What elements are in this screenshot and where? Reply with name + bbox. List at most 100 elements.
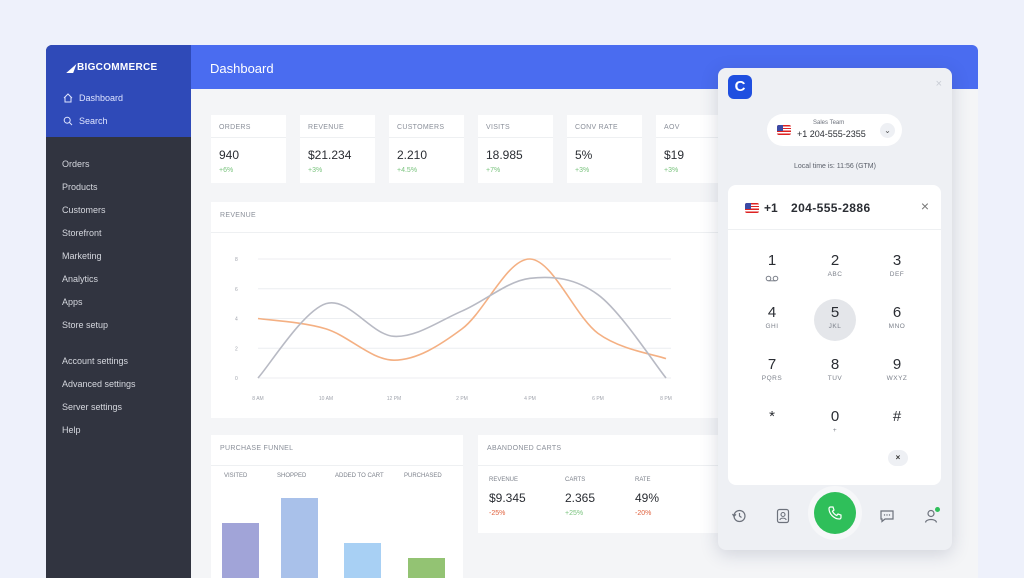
divider [211, 232, 721, 233]
stat-value: $19 [664, 148, 685, 162]
key-3[interactable]: 3 DEF [876, 247, 918, 289]
bigcommerce-logo[interactable]: BIGCOMMERCE [66, 62, 158, 73]
sidebar-item-customers[interactable]: Customers [62, 205, 106, 215]
stat-card-conv-rate[interactable]: CONV RATE 5% +3% [567, 115, 642, 183]
close-icon[interactable]: × [935, 78, 942, 90]
user-icon [924, 509, 938, 523]
key-0[interactable]: 0 + [814, 403, 856, 445]
divider [389, 137, 464, 138]
y-tick-label: 8 [235, 257, 238, 263]
key-2[interactable]: 2 ABC [814, 247, 856, 289]
key-digit: # [892, 408, 902, 425]
cart-metric-value: 49% [635, 491, 660, 505]
key-letters: WXYZ [886, 375, 908, 382]
funnel-bar [344, 543, 381, 578]
history-icon[interactable] [731, 508, 747, 524]
page-title: Dashboard [210, 61, 274, 76]
backspace-button[interactable]: × [888, 450, 908, 466]
revenue-line-chart: 0 2 4 6 8 8 AM 10 AM 12 PM 2 PM 4 PM 6 PM 8 PM [235, 257, 672, 402]
sidebar-item-marketing[interactable]: Marketing [62, 251, 102, 261]
sidebar-item-store-setup[interactable]: Store setup [62, 320, 109, 330]
sidebar-item-account-settings[interactable]: Account settings [62, 356, 129, 366]
country-code[interactable]: +1 [764, 201, 778, 215]
online-status-dot [935, 507, 940, 512]
divider [300, 137, 375, 138]
sidebar-item-search[interactable]: Search [63, 116, 108, 126]
sidebar-item-orders[interactable]: Orders [62, 159, 90, 169]
clear-number-icon[interactable]: × [920, 198, 929, 214]
sidebar-item-help[interactable]: Help [62, 425, 81, 435]
key-hash[interactable]: # [876, 403, 918, 445]
stat-card-revenue[interactable]: REVENUE $21.234 +3% [300, 115, 375, 183]
key-letters: ABC [827, 271, 843, 278]
key-7[interactable]: 7 PQRS [751, 351, 793, 393]
sidebar-item-storefront[interactable]: Storefront [62, 228, 102, 238]
y-tick-label: 0 [235, 376, 238, 382]
caller-id-selector[interactable]: Sales Team +1 204-555-2355 ⌄ [767, 114, 902, 146]
key-1[interactable]: 1 [751, 247, 793, 289]
key-digit: 3 [892, 252, 902, 269]
key-9[interactable]: 9 WXYZ [876, 351, 918, 393]
stat-card-customers[interactable]: CUSTOMERS 2.210 +4.5% [389, 115, 464, 183]
phone-icon [828, 506, 842, 520]
key-6[interactable]: 6 MNO [876, 299, 918, 341]
stat-label: CUSTOMERS [397, 124, 445, 131]
x-tick-label: 8 PM [660, 396, 672, 402]
key-4[interactable]: 4 GHI [751, 299, 793, 341]
stat-delta: +7% [486, 167, 501, 174]
key-digit: 2 [830, 252, 840, 269]
key-digit: 4 [767, 304, 777, 321]
call-button[interactable] [814, 492, 856, 534]
divider [656, 137, 731, 138]
key-5[interactable]: 5 JKL [814, 299, 856, 341]
sidebar-item-server-settings[interactable]: Server settings [62, 402, 123, 412]
voicemail-icon [765, 275, 779, 282]
key-letters: TUV [827, 375, 843, 382]
dialer-logo: C [728, 75, 752, 99]
key-digit: 0 [830, 408, 840, 425]
key-letters: DEF [889, 271, 905, 278]
funnel-bar [222, 523, 259, 578]
stat-delta: +6% [219, 167, 234, 174]
local-time: Local time is: 11:56 (GTM) [794, 163, 876, 170]
sidebar-header: BIGCOMMERCE Dashboard Search [46, 45, 191, 137]
stat-card-visits[interactable]: VISITS 18.985 +7% [478, 115, 553, 183]
sidebar-item-products[interactable]: Products [62, 182, 98, 192]
x-tick-label: 2 PM [456, 396, 468, 402]
funnel-bar [408, 558, 445, 578]
stat-card-orders[interactable]: ORDERS 940 +6% [211, 115, 286, 183]
stat-label: CONV RATE [575, 124, 619, 131]
stat-delta: +3% [575, 167, 590, 174]
key-digit: 1 [767, 252, 777, 269]
x-tick-label: 8 AM [252, 396, 263, 402]
funnel-stage-label: SHOPPED [277, 473, 307, 479]
stat-delta: +4.5% [397, 167, 418, 174]
sidebar-item-dashboard[interactable]: Dashboard [63, 93, 123, 103]
agent-status[interactable] [923, 507, 940, 524]
x-tick-label: 6 PM [592, 396, 604, 402]
caller-number: +1 204-555-2355 [797, 129, 866, 139]
chat-icon[interactable] [879, 508, 895, 524]
caller-team: Sales Team [813, 120, 845, 126]
sidebar-item-label: Search [79, 116, 108, 126]
cart-metric-delta: -20% [635, 510, 652, 517]
dialed-number-input[interactable]: 204-555-2886 [791, 201, 871, 215]
series-line-2 [257, 276, 667, 379]
sidebar-item-advanced-settings[interactable]: Advanced settings [62, 379, 136, 389]
abandoned-carts-card: ABANDONED CARTS REVENUE $9.345 -25% CART… [478, 435, 721, 533]
key-8[interactable]: 8 TUV [814, 351, 856, 393]
cart-metric-delta: +25% [565, 510, 584, 517]
key-letters: + [832, 427, 838, 434]
contacts-icon[interactable] [775, 508, 791, 524]
sidebar-item-analytics[interactable]: Analytics [62, 274, 99, 284]
key-letters: MNO [888, 323, 906, 330]
stat-delta: +3% [308, 167, 323, 174]
chevron-down-icon[interactable]: ⌄ [880, 123, 895, 138]
key-star[interactable]: * [751, 403, 793, 445]
key-digit: 9 [892, 356, 902, 373]
sidebar-item-apps[interactable]: Apps [62, 297, 83, 307]
cart-metric-label: RATE [635, 477, 651, 483]
card-title: ABANDONED CARTS [487, 445, 562, 452]
x-tick-label: 10 AM [319, 396, 333, 402]
cart-metric-value: $9.345 [489, 491, 526, 505]
